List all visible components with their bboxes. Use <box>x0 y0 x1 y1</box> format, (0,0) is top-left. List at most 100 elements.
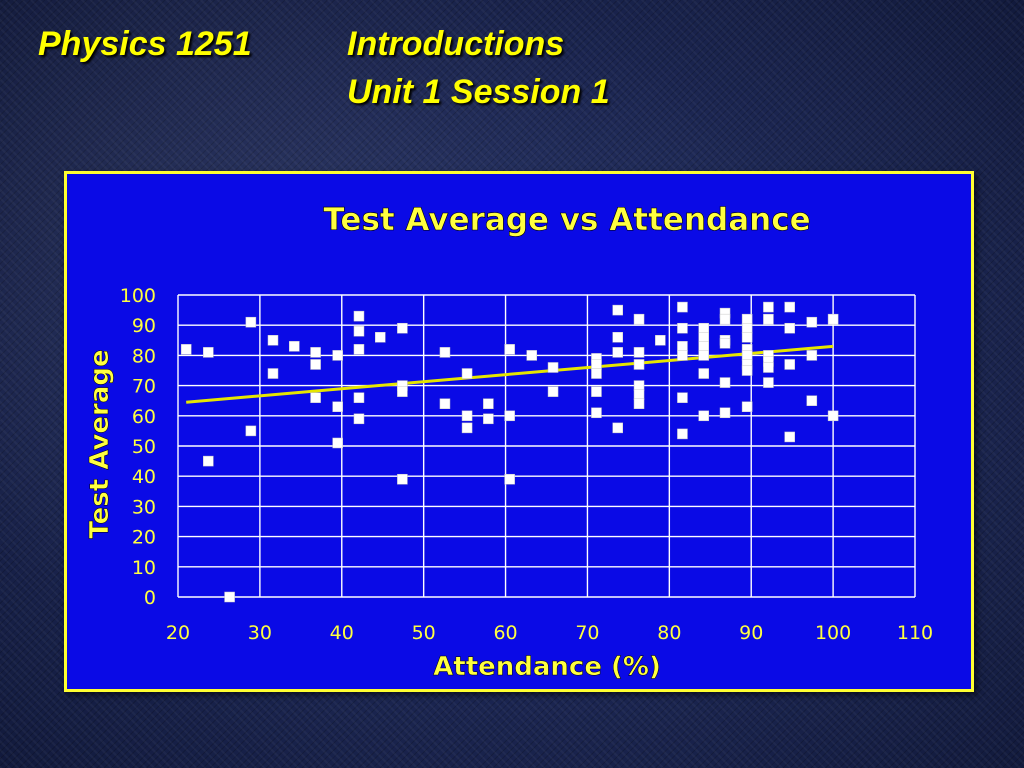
data-point <box>698 350 709 361</box>
x-axis-label: Attendance (%) <box>433 652 661 682</box>
data-point <box>375 332 386 343</box>
data-point <box>677 341 688 352</box>
y-tick-label: 40 <box>132 466 156 488</box>
data-point <box>353 310 365 322</box>
data-point <box>698 410 709 422</box>
y-tick-label: 70 <box>132 376 156 398</box>
data-points <box>180 301 839 603</box>
data-point <box>547 386 559 397</box>
data-point <box>677 428 688 440</box>
data-point <box>591 407 602 419</box>
data-point <box>591 386 602 397</box>
x-tick-label: 60 <box>493 622 517 644</box>
data-point <box>353 413 365 425</box>
data-point <box>784 359 795 370</box>
data-point <box>483 413 494 425</box>
data-point <box>612 347 623 358</box>
y-tick-labels: 0 10 20 30 40 50 60 70 80 90 100 <box>120 285 156 609</box>
x-tick-label: 70 <box>575 622 599 644</box>
gridlines <box>177 294 916 598</box>
data-point <box>741 322 753 334</box>
data-point <box>698 332 709 343</box>
data-point <box>526 350 538 361</box>
data-point <box>591 359 602 370</box>
data-point <box>504 473 515 485</box>
data-point <box>332 437 343 449</box>
data-point <box>461 368 473 379</box>
data-point <box>612 332 623 343</box>
data-point <box>633 398 645 409</box>
data-point <box>719 377 731 388</box>
data-point <box>677 322 688 334</box>
course-title: Physics 1251 <box>38 25 252 63</box>
chart-title: Test Average vs Attendance <box>323 202 810 238</box>
x-tick-label: 50 <box>412 622 436 644</box>
data-point <box>591 368 602 379</box>
data-point <box>677 392 688 403</box>
x-tick-label: 40 <box>330 622 354 644</box>
data-point <box>353 392 365 403</box>
data-point <box>267 368 279 379</box>
chart-panel: Test Average vs Attendance Attendance (%… <box>64 171 974 692</box>
data-point <box>763 362 774 373</box>
y-axis-label: Test Average <box>85 349 115 538</box>
data-point <box>483 398 494 409</box>
data-point <box>245 425 257 437</box>
y-tick-label: 60 <box>132 406 156 428</box>
data-point <box>806 350 818 361</box>
data-point <box>763 301 774 313</box>
data-point <box>397 473 408 485</box>
data-point <box>827 410 839 422</box>
data-point <box>461 410 473 422</box>
data-point <box>439 398 451 409</box>
data-point <box>719 338 731 349</box>
x-tick-label: 20 <box>166 622 190 644</box>
data-point <box>806 395 818 406</box>
data-point <box>741 401 753 412</box>
x-tick-label: 90 <box>739 622 763 644</box>
trendline <box>186 344 834 404</box>
data-point <box>677 301 688 313</box>
data-point <box>224 591 235 603</box>
data-point <box>763 377 774 388</box>
scatter-chart: Test Average vs Attendance Attendance (%… <box>85 202 933 683</box>
data-point <box>267 335 279 346</box>
data-point <box>245 316 257 328</box>
y-tick-label: 30 <box>132 496 156 518</box>
data-point <box>439 347 451 358</box>
y-tick-label: 10 <box>132 557 156 579</box>
data-point <box>289 341 300 352</box>
data-point <box>633 313 645 325</box>
data-point <box>353 344 365 355</box>
data-point <box>784 301 795 313</box>
x-tick-label: 30 <box>248 622 272 644</box>
data-point <box>719 313 731 325</box>
data-point <box>719 407 731 419</box>
data-point <box>547 362 559 373</box>
data-point <box>612 422 623 434</box>
data-point <box>310 359 321 370</box>
data-point <box>332 350 343 361</box>
y-tick-label: 100 <box>120 285 156 307</box>
topic-title: Introductions <box>347 25 565 63</box>
x-tick-label: 110 <box>897 622 933 644</box>
data-point <box>633 389 645 400</box>
data-point <box>677 350 688 361</box>
data-point <box>633 380 645 391</box>
data-point <box>504 344 515 355</box>
data-point <box>612 304 623 316</box>
data-point <box>633 347 645 358</box>
data-point <box>203 455 214 467</box>
data-point <box>827 313 839 325</box>
data-point <box>332 401 343 412</box>
data-point <box>504 410 515 422</box>
data-point <box>203 347 214 358</box>
data-point <box>741 350 753 361</box>
data-point <box>741 332 753 343</box>
data-point <box>698 322 709 334</box>
x-tick-label: 80 <box>657 622 681 644</box>
data-point <box>741 365 753 376</box>
data-point <box>655 335 666 346</box>
y-tick-label: 80 <box>132 345 156 367</box>
y-tick-label: 50 <box>132 436 156 458</box>
